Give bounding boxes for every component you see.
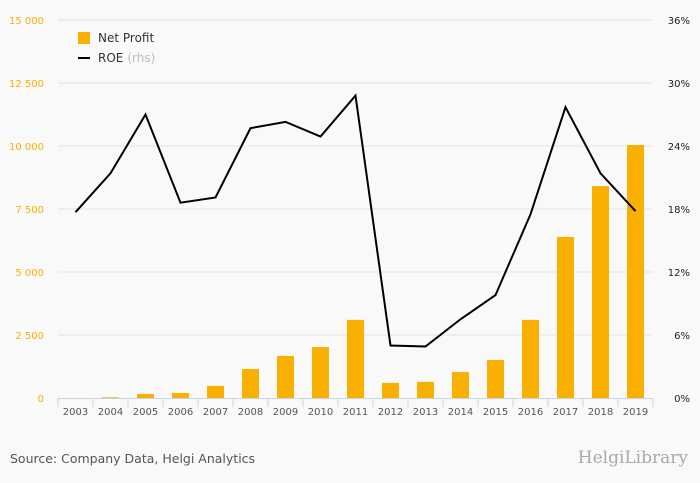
right-tick-label: 12% bbox=[668, 268, 690, 279]
right-tick-label: 18% bbox=[668, 205, 690, 216]
roe-line bbox=[74, 93, 637, 348]
right-tick-label: 24% bbox=[668, 142, 690, 153]
bar-net-profit bbox=[592, 186, 609, 398]
bar-net-profit bbox=[347, 319, 364, 398]
bar-net-profit bbox=[242, 369, 259, 398]
bar-net-profit bbox=[277, 355, 294, 398]
left-tick-label: 0 bbox=[38, 394, 44, 405]
x-tick-label: 2008 bbox=[238, 407, 263, 418]
line-swatch-icon bbox=[78, 57, 90, 59]
bar-net-profit bbox=[207, 385, 224, 398]
x-tick-label: 2012 bbox=[378, 407, 403, 418]
x-tick-label: 2016 bbox=[518, 407, 543, 418]
x-tick-label: 2017 bbox=[553, 407, 578, 418]
right-tick-label: 6% bbox=[674, 331, 690, 342]
x-tick-label: 2018 bbox=[588, 407, 613, 418]
x-tick-label: 2019 bbox=[623, 407, 648, 418]
left-tick-label: 10 000 bbox=[9, 142, 44, 153]
x-tick-label: 2007 bbox=[203, 407, 228, 418]
x-tick-label: 2006 bbox=[168, 407, 193, 418]
x-tick-label: 2005 bbox=[133, 407, 158, 418]
bar-net-profit bbox=[137, 393, 154, 398]
x-tick-label: 2015 bbox=[483, 407, 508, 418]
legend-item-net-profit[interactable]: Net Profit bbox=[78, 28, 155, 48]
bar-net-profit bbox=[557, 236, 574, 398]
right-tick-label: 30% bbox=[668, 79, 690, 90]
left-tick-label: 2 500 bbox=[15, 331, 44, 342]
legend-item-roe[interactable]: ROE (rhs) bbox=[78, 48, 155, 68]
left-tick-label: 15 000 bbox=[9, 16, 44, 27]
left-tick-label: 7 500 bbox=[15, 205, 44, 216]
left-tick-label: 12 500 bbox=[9, 79, 44, 90]
bar-net-profit bbox=[487, 359, 504, 398]
bar-net-profit bbox=[627, 144, 644, 398]
x-tick-label: 2010 bbox=[308, 407, 333, 418]
bar-net-profit bbox=[522, 319, 539, 398]
bar-net-profit bbox=[102, 397, 119, 398]
x-tick-label: 2013 bbox=[413, 407, 438, 418]
bar-net-profit bbox=[417, 381, 434, 398]
left-tick-label: 5 000 bbox=[15, 268, 44, 279]
x-tick-label: 2004 bbox=[98, 407, 123, 418]
x-tick-label: 2011 bbox=[343, 407, 368, 418]
x-tick-label: 2014 bbox=[448, 407, 473, 418]
x-tick-label: 2003 bbox=[63, 407, 88, 418]
right-tick-label: 0% bbox=[674, 394, 690, 405]
legend: Net Profit ROE (rhs) bbox=[78, 28, 155, 68]
brand-logo[interactable]: HelgiLibrary bbox=[577, 448, 688, 468]
right-tick-label: 36% bbox=[668, 16, 690, 27]
bar-swatch-icon bbox=[78, 32, 90, 44]
bar-net-profit bbox=[172, 392, 189, 398]
x-tick-label: 2009 bbox=[273, 407, 298, 418]
source-note: Source: Company Data, Helgi Analytics bbox=[10, 451, 256, 466]
bar-net-profit bbox=[452, 372, 469, 398]
bar-net-profit bbox=[312, 347, 329, 398]
bar-net-profit bbox=[382, 382, 399, 398]
